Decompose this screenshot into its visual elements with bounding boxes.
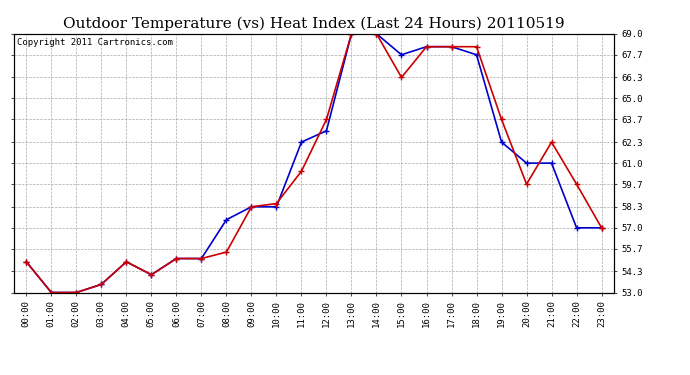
Title: Outdoor Temperature (vs) Heat Index (Last 24 Hours) 20110519: Outdoor Temperature (vs) Heat Index (Las… xyxy=(63,17,564,31)
Text: Copyright 2011 Cartronics.com: Copyright 2011 Cartronics.com xyxy=(17,38,172,46)
